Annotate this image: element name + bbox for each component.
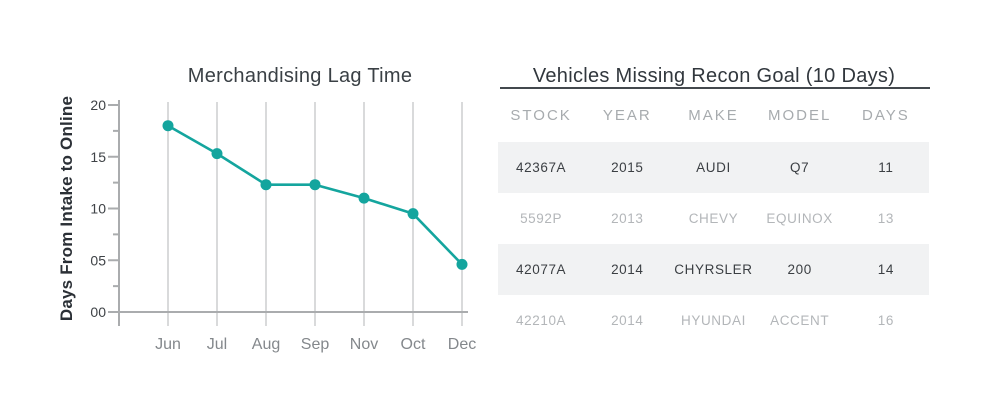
y-tick-label: 20 <box>90 97 106 113</box>
y-tick-label: 00 <box>90 304 106 320</box>
data-point <box>309 179 321 191</box>
table-cell: 5592P <box>520 211 563 226</box>
lag-time-line-chart: 00 05 10 15 20 Jun Jul Aug Sep Nov Oct Dec <box>90 97 476 353</box>
x-tick-label: Nov <box>350 336 378 353</box>
x-tick-label: Dec <box>448 336 476 353</box>
column-header: STOCK <box>510 107 572 124</box>
y-axis-label: Days From Intake to Online <box>57 95 76 322</box>
table-row: 42210A 2014 HYUNDAI ACCENT 16 <box>498 295 929 346</box>
table-row: 42367A 2015 AUDI Q7 11 <box>498 142 929 193</box>
table-cell: 42210A <box>516 313 567 328</box>
x-tick-label: Aug <box>252 336 280 353</box>
table-cell: 2014 <box>611 313 644 328</box>
y-tick-label: 05 <box>90 252 106 268</box>
table-cell: EQUINOX <box>766 211 833 226</box>
table-cell: Q7 <box>790 160 810 175</box>
table-cell: CHEVY <box>688 211 739 226</box>
table-cell: 200 <box>787 262 812 277</box>
table-row: 5592P 2013 CHEVY EQUINOX 13 <box>498 193 929 244</box>
table-title-divider <box>500 87 930 89</box>
table-cell: AUDI <box>696 160 731 175</box>
column-header: MAKE <box>688 107 739 124</box>
chart-title: Merchandising Lag Time <box>187 64 413 87</box>
column-header: DAYS <box>862 107 910 124</box>
column-header: MODEL <box>767 107 832 124</box>
data-point <box>260 179 272 191</box>
table-cell: 2015 <box>611 160 644 175</box>
table-cell: 13 <box>877 211 894 226</box>
x-tick-label: Jun <box>155 336 181 353</box>
data-point <box>407 208 419 220</box>
table-cell: 2013 <box>611 211 644 226</box>
y-tick-label: 15 <box>90 149 106 165</box>
table-cell: 16 <box>877 313 894 328</box>
table-cell: HYUNDAI <box>680 313 746 328</box>
recon-table-head: STOCK YEAR MAKE MODEL DAYS <box>498 89 929 142</box>
data-point <box>358 192 370 204</box>
table-title: Vehicles Missing Recon Goal (10 Days) <box>532 64 896 87</box>
x-tick-label: Oct <box>401 336 426 353</box>
recon-table: STOCK YEAR MAKE MODEL DAYS 42367A 2015 AUDI Q7 1… <box>498 89 929 346</box>
table-cell: CHYRSLER <box>674 262 753 277</box>
column-header: YEAR <box>602 107 652 124</box>
table-cell: 11 <box>878 160 894 175</box>
y-tick-label: 10 <box>90 201 106 217</box>
table-cell: 42077A <box>516 262 567 277</box>
table-cell: ACCENT <box>770 313 830 328</box>
x-tick-label: Jul <box>207 336 227 353</box>
data-point <box>211 148 223 160</box>
data-point <box>456 258 468 270</box>
header-row: STOCK YEAR MAKE MODEL DAYS <box>498 89 929 142</box>
table-cell: 2014 <box>611 262 644 277</box>
table-row: 42077A 2014 CHYRSLER 200 14 <box>498 244 929 295</box>
table-cell: 42367A <box>516 160 567 175</box>
x-tick-label: Sep <box>301 336 330 353</box>
data-point <box>162 120 174 132</box>
table-cell: 14 <box>877 262 894 277</box>
recon-table-body: 42367A 2015 AUDI Q7 11 5592P 2013 CHEVY EQUINOX 1… <box>498 142 929 346</box>
